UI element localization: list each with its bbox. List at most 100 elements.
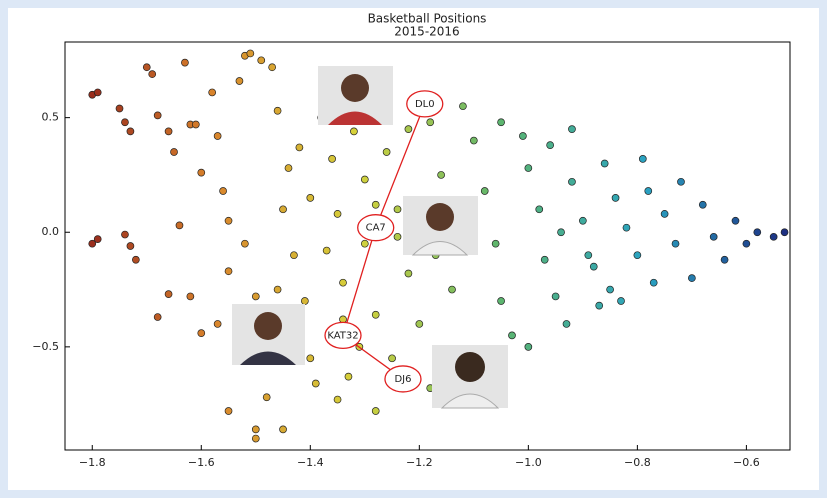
point — [634, 252, 641, 259]
point — [143, 64, 150, 71]
point — [596, 302, 603, 309]
point — [677, 178, 684, 185]
point — [290, 252, 297, 259]
point — [247, 50, 254, 57]
x-tick-label: −1.2 — [406, 456, 433, 469]
point — [361, 176, 368, 183]
point — [618, 298, 625, 305]
point — [568, 178, 575, 185]
point — [372, 311, 379, 318]
point — [121, 231, 128, 238]
point — [171, 149, 178, 156]
point — [285, 165, 292, 172]
point — [525, 343, 532, 350]
point — [449, 286, 456, 293]
point — [590, 263, 597, 270]
point — [307, 194, 314, 201]
x-tick-label: −0.8 — [624, 456, 651, 469]
point — [296, 144, 303, 151]
point — [329, 155, 336, 162]
x-tick-label: −1.8 — [79, 456, 106, 469]
point — [405, 270, 412, 277]
point — [710, 233, 717, 240]
point — [427, 119, 434, 126]
point — [721, 256, 728, 263]
point — [541, 256, 548, 263]
point — [361, 240, 368, 247]
point — [498, 119, 505, 126]
point — [225, 217, 232, 224]
point — [340, 279, 347, 286]
point — [274, 107, 281, 114]
point — [781, 229, 788, 236]
photo-ca — [403, 196, 478, 255]
point — [121, 119, 128, 126]
point — [280, 206, 287, 213]
x-tick-label: −1.6 — [188, 456, 215, 469]
point — [154, 112, 161, 119]
point — [481, 187, 488, 194]
point — [209, 89, 216, 96]
point — [312, 380, 319, 387]
photo-kat — [232, 304, 305, 365]
point — [187, 293, 194, 300]
point — [519, 132, 526, 139]
annotation-label: DJ6 — [394, 374, 411, 385]
point — [459, 103, 466, 110]
point — [372, 408, 379, 415]
x-tick-label: −0.6 — [733, 456, 760, 469]
point — [149, 71, 156, 78]
point — [585, 252, 592, 259]
point — [192, 121, 199, 128]
point — [470, 137, 477, 144]
point — [94, 89, 101, 96]
point — [612, 194, 619, 201]
point — [258, 57, 265, 64]
point — [563, 320, 570, 327]
point — [301, 298, 308, 305]
point — [214, 132, 221, 139]
point — [552, 293, 559, 300]
point — [132, 256, 139, 263]
point — [568, 126, 575, 133]
point — [252, 293, 259, 300]
chart: Basketball Positions 2015-2016 DL0CA7KAT… — [0, 0, 827, 498]
point — [127, 128, 134, 135]
point — [323, 247, 330, 254]
point — [214, 320, 221, 327]
point — [661, 210, 668, 217]
point — [263, 394, 270, 401]
point — [639, 155, 646, 162]
chart-title: Basketball Positions — [368, 12, 487, 26]
point — [372, 201, 379, 208]
point — [601, 160, 608, 167]
point — [252, 426, 259, 433]
point — [492, 240, 499, 247]
point — [307, 355, 314, 362]
point — [394, 233, 401, 240]
point — [547, 142, 554, 149]
photo-dl — [318, 66, 393, 125]
point — [688, 275, 695, 282]
point — [334, 210, 341, 217]
point — [280, 426, 287, 433]
point — [579, 217, 586, 224]
point — [645, 187, 652, 194]
point — [198, 169, 205, 176]
point — [754, 229, 761, 236]
point — [165, 291, 172, 298]
point — [623, 224, 630, 231]
point — [236, 77, 243, 84]
chart-subtitle: 2015-2016 — [394, 25, 459, 39]
point — [220, 187, 227, 194]
point — [241, 240, 248, 247]
point — [508, 332, 515, 339]
x-tick-label: −1.0 — [515, 456, 542, 469]
point — [252, 435, 259, 442]
point — [732, 217, 739, 224]
point — [334, 396, 341, 403]
point — [116, 105, 123, 112]
point — [225, 408, 232, 415]
point — [699, 201, 706, 208]
point — [558, 229, 565, 236]
